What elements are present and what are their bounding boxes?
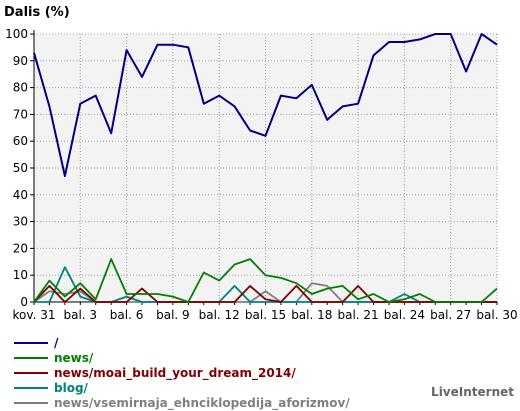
y-tick-label: 10	[13, 268, 28, 282]
legend-label: news/vsemirnaja_ehnciklopedija_aforizmov…	[54, 396, 350, 410]
legend-swatch	[14, 402, 48, 404]
y-axis-title: Dalis (%)	[4, 5, 70, 20]
y-tick-label: 90	[13, 54, 28, 68]
legend-label: blog/	[54, 381, 88, 395]
x-tick-label: bal. 15	[245, 308, 286, 322]
y-tick-label: 80	[13, 81, 28, 95]
legend-item: blog/	[14, 380, 88, 396]
legend-item: news/vsemirnaja_ehnciklopedija_aforizmov…	[14, 395, 350, 411]
legend-swatch	[14, 372, 48, 374]
legend-label: news/moai_build_your_dream_2014/	[54, 366, 296, 380]
y-tick-label: 60	[13, 134, 28, 148]
legend-item: news/	[14, 350, 93, 366]
y-tick-label: 50	[13, 161, 28, 175]
y-tick-label: 70	[13, 107, 28, 121]
legend-item: news/moai_build_your_dream_2014/	[14, 365, 296, 381]
x-tick-label: kov. 31	[13, 308, 56, 322]
x-tick-label: bal. 27	[430, 308, 471, 322]
legend-label: news/	[54, 351, 94, 365]
x-tick-label: bal. 3	[64, 308, 98, 322]
series-line	[33, 284, 497, 303]
y-tick-label: 100	[5, 27, 28, 41]
legend-item: /	[14, 335, 58, 351]
y-tick-label: 40	[13, 188, 28, 202]
series-line	[33, 258, 498, 303]
x-tick-label: bal. 18	[291, 308, 332, 322]
credit-label: LiveInternet	[431, 385, 514, 399]
x-tick-label: bal. 30	[476, 308, 517, 322]
x-tick-label: bal. 12	[199, 308, 240, 322]
legend-swatch	[14, 342, 48, 344]
series-lines	[33, 33, 498, 303]
legend-swatch	[14, 357, 48, 359]
legend-swatch	[14, 387, 48, 389]
series-line	[33, 33, 498, 177]
x-tick-label: bal. 6	[110, 308, 144, 322]
x-tick-label: bal. 9	[156, 308, 190, 322]
line-chart: Dalis (%) 0 10 20 30 40 50 60 70 80 90 100 kov. 31 ba…	[4, 5, 518, 322]
axis-labels: Dalis (%) 0 10 20 30 40 50 60 70 80 90 100 kov. 31 ba…	[4, 5, 518, 322]
legend-label: /	[54, 336, 59, 350]
x-tick-label: bal. 21	[337, 308, 378, 322]
y-tick-label: 30	[13, 215, 28, 229]
y-tick-label: 0	[20, 295, 28, 309]
x-tick-label: bal. 24	[384, 308, 425, 322]
y-tick-label: 20	[13, 241, 28, 255]
